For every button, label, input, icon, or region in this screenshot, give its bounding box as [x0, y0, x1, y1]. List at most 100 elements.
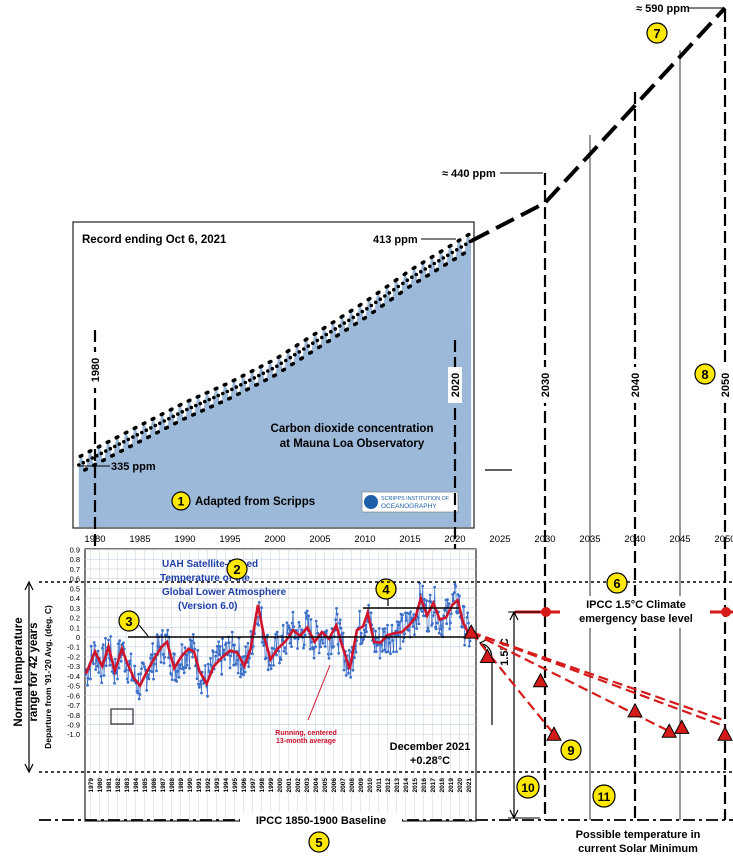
temp-point [309, 618, 313, 621]
temp-point [413, 633, 416, 636]
co2-point [179, 402, 183, 407]
temp-year-label: 2002 [295, 778, 302, 793]
co2-point [261, 371, 266, 376]
co2-590-label: ≈ 590 ppm [636, 3, 690, 15]
co2-point [320, 335, 324, 340]
co2-point [116, 435, 120, 439]
temp-year-label: 2015 [412, 778, 419, 793]
svg-text:7: 7 [653, 26, 660, 41]
temp-point [278, 661, 281, 665]
temp-point [278, 656, 282, 659]
temp-year-label: 1995 [232, 778, 239, 793]
temp-point [407, 612, 411, 616]
temp-year-label: 1990 [187, 778, 194, 793]
temp-point [272, 664, 275, 667]
temp-point [310, 640, 314, 644]
co2-point [161, 412, 165, 416]
temp-point [242, 655, 246, 658]
dec-2021-label-2: +0.28°C [410, 755, 450, 767]
vyear-label: 2040 [630, 373, 642, 397]
temp-point [243, 670, 247, 674]
temp-point [400, 619, 404, 622]
temp-year-label: 2012 [385, 778, 392, 793]
temp-point [262, 644, 266, 647]
year-tick-label: 2035 [579, 534, 600, 545]
callout-6: 6 [606, 572, 628, 594]
svg-text:1: 1 [178, 495, 185, 509]
temp-point [122, 641, 125, 645]
co2-point [350, 308, 354, 313]
temp-point [338, 621, 341, 625]
highlight-box [110, 708, 134, 725]
temp-point [403, 632, 407, 636]
co2-point [377, 290, 381, 295]
temp-point [434, 627, 438, 631]
temp-year-label: 1980 [97, 778, 104, 793]
co2-point [80, 453, 84, 458]
callout-9: 9 [560, 739, 582, 761]
co2-point [269, 359, 273, 364]
co2-point [239, 383, 243, 387]
co2-title-line1: Carbon dioxide concentration [271, 423, 434, 435]
co2-point [201, 408, 206, 413]
co2-point [306, 344, 311, 348]
temp-point [325, 629, 329, 632]
temp-point [401, 613, 404, 617]
temp-point [275, 653, 278, 657]
temp-point [332, 645, 335, 648]
decline-markers [463, 624, 733, 741]
temp-point [300, 628, 304, 631]
co2-point [363, 315, 368, 320]
temp-point [360, 641, 364, 645]
co2-point [99, 451, 104, 456]
temp-year-label: 1993 [214, 778, 221, 793]
temp-point [433, 585, 437, 589]
co2-point [381, 303, 386, 307]
temp-year-label: 2020 [457, 778, 464, 793]
temp-ytick-label: 0 [76, 633, 80, 642]
normal-range-bracket [24, 580, 34, 774]
co2-point [131, 435, 135, 439]
vyear-label: 1980 [90, 358, 102, 382]
temp-point [334, 618, 338, 621]
temp-year-label: 2011 [376, 778, 383, 792]
temp-point [384, 650, 388, 654]
svg-text:10: 10 [521, 781, 535, 795]
co2-point [446, 253, 450, 258]
temp-year-label: 2001 [286, 778, 293, 793]
decline-marker [479, 648, 496, 663]
temp-point [86, 676, 90, 680]
co2-point [167, 416, 171, 421]
temp-ytick-label: -0.1 [67, 643, 80, 652]
temp-point [139, 672, 143, 676]
co2-point [413, 265, 417, 270]
temp-point [152, 677, 155, 681]
co2-point [297, 350, 302, 354]
co2-point [405, 278, 410, 283]
temp-point [443, 608, 447, 612]
temp-point [308, 647, 312, 651]
temp-point [130, 678, 134, 682]
ipcc-15-label-bg [560, 596, 710, 628]
temp-grid [85, 549, 476, 821]
temp-point [397, 623, 401, 627]
co2-point [365, 306, 369, 311]
temp-point [362, 628, 366, 632]
temp-point [104, 636, 107, 640]
temp-point [140, 667, 143, 670]
temp-year-label: 2013 [394, 778, 401, 793]
temp-point [344, 674, 348, 677]
temp-point [170, 678, 174, 681]
co2-point [383, 294, 387, 298]
temp-year-label: 2021 [466, 778, 473, 793]
co2-point [404, 271, 408, 276]
svg-text:Running, centered: Running, centered [275, 730, 336, 737]
temp-point [86, 683, 89, 687]
temp-year-label: 1981 [106, 778, 113, 793]
temp-point [326, 652, 330, 656]
co2-point [347, 318, 351, 323]
temp-point [229, 654, 233, 658]
temp-point [260, 641, 264, 644]
temp-point [426, 626, 430, 630]
